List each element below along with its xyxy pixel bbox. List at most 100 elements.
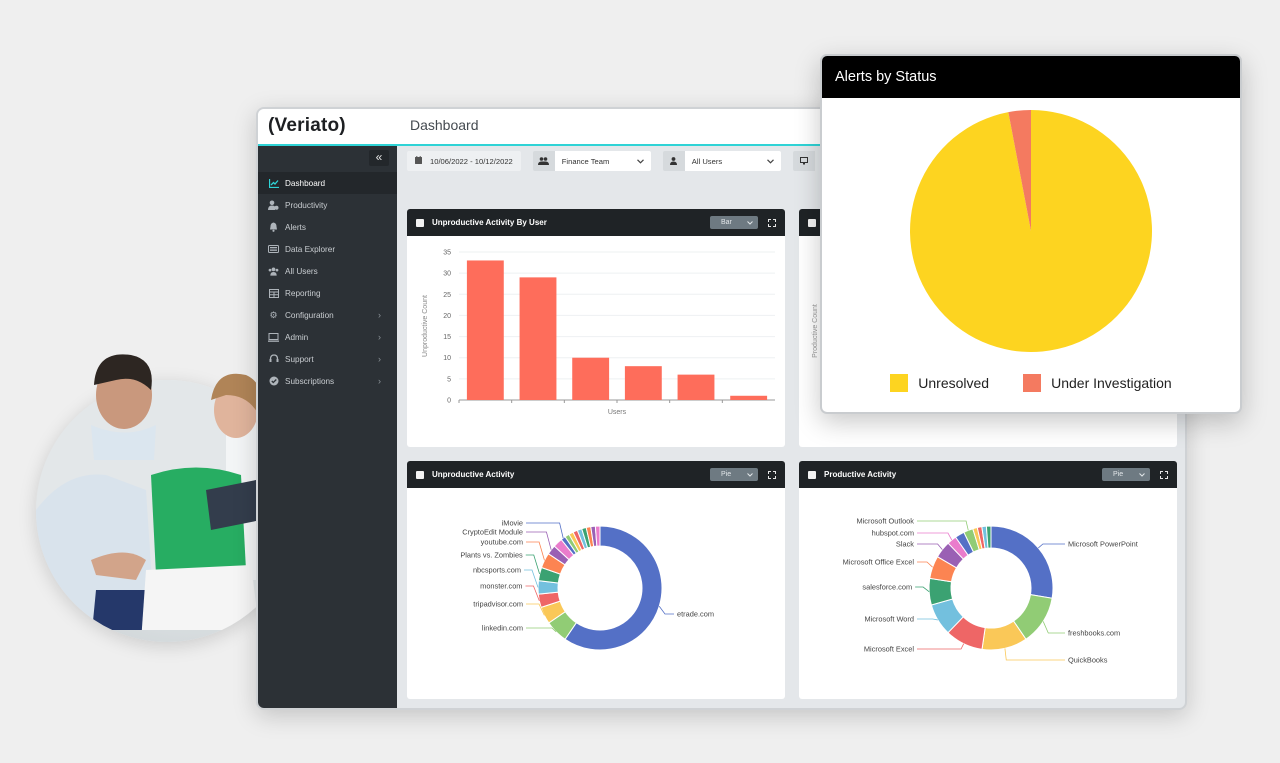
label-leader-line xyxy=(1042,621,1065,634)
y-axis-label: Unproductive Count xyxy=(422,295,429,357)
label-leader-line xyxy=(526,541,545,561)
sidebar-item-label: Reporting xyxy=(285,288,321,298)
expand-icon[interactable] xyxy=(1160,470,1168,479)
chevron-right-icon: › xyxy=(378,354,381,364)
bar[interactable] xyxy=(677,374,715,400)
sidebar-item-productivity[interactable]: Productivity xyxy=(258,194,397,216)
team-filter[interactable]: Finance Team xyxy=(532,151,651,171)
slice-label: CryptoEdit Module xyxy=(462,528,523,537)
sidebar-item-data-explorer[interactable]: Data Explorer xyxy=(258,238,397,260)
label-leader-line xyxy=(917,532,953,541)
sidebar-nav: Dashboard Productivity Alerts Data Explo… xyxy=(258,172,397,392)
slice-label: salesforce.com xyxy=(862,583,912,592)
chevron-down-icon xyxy=(1139,472,1145,477)
slice-label: monster.com xyxy=(480,582,522,591)
sidebar-item-label: Productivity xyxy=(285,200,328,210)
slice-label: Microsoft Excel xyxy=(864,645,914,654)
label-leader-line xyxy=(917,520,969,531)
card-title: Unproductive Activity By User xyxy=(432,218,547,227)
keyboard-icon xyxy=(268,244,279,255)
unproductive-activity-card: Unproductive Activity Pie linkedin.com tr… xyxy=(407,461,785,699)
sidebar-item-alerts[interactable]: Alerts xyxy=(258,216,397,238)
computer-filter[interactable] xyxy=(792,151,815,171)
sidebar-item-support[interactable]: Support › xyxy=(258,348,397,370)
label-leader-line xyxy=(1004,648,1065,661)
date-range-picker[interactable]: 10/06/2022 - 10/12/2022 xyxy=(407,151,521,171)
bar[interactable] xyxy=(519,277,557,400)
sidebar-item-subscriptions[interactable]: Subscriptions › xyxy=(258,370,397,392)
sidebar-item-configuration[interactable]: ⚙ Configuration › xyxy=(258,304,397,326)
people-illustration xyxy=(36,354,298,630)
chevron-right-icon: › xyxy=(378,332,381,342)
table-icon xyxy=(268,288,279,299)
card-checkbox[interactable] xyxy=(416,470,424,479)
pie-slice-under-investigation[interactable] xyxy=(1008,110,1031,231)
sidebar-item-admin[interactable]: Admin › xyxy=(258,326,397,348)
donut-slice[interactable] xyxy=(990,525,1054,599)
sidebar-item-label: All Users xyxy=(285,266,318,276)
expand-icon[interactable] xyxy=(768,218,776,227)
bar[interactable] xyxy=(624,366,662,400)
label-leader-line xyxy=(915,586,930,593)
card-header: Unproductive Activity By User Bar xyxy=(407,209,785,236)
expand-icon[interactable] xyxy=(768,470,776,479)
y-tick-label: 20 xyxy=(443,313,451,320)
sidebar-item-all-users[interactable]: All Users xyxy=(258,260,397,282)
y-tick-label: 15 xyxy=(443,334,451,341)
chart-line-icon xyxy=(268,178,279,189)
donut-slice[interactable] xyxy=(985,525,992,549)
sidebar-item-label: Support xyxy=(285,354,314,364)
x-axis-label: Users xyxy=(608,409,627,416)
unproductive-donut-chart: linkedin.com tripadvisor.com monster.com nb… xyxy=(460,519,714,651)
donut-slice[interactable] xyxy=(594,525,601,547)
slice-label: etrade.com xyxy=(677,610,714,619)
card-header: Productive Activity Pie xyxy=(799,461,1177,488)
productive-bar-chart: Productive Count xyxy=(812,304,819,358)
chart-type-select[interactable]: Pie xyxy=(710,468,758,481)
alerts-pie-chart xyxy=(910,110,1152,352)
user-icon xyxy=(662,151,685,171)
page-title: Dashboard xyxy=(410,117,479,133)
label-leader-line xyxy=(524,569,539,588)
calendar-icon xyxy=(415,156,422,166)
bar[interactable] xyxy=(730,395,768,400)
slice-label: Microsoft Word xyxy=(864,615,914,624)
card-checkbox[interactable] xyxy=(808,470,816,479)
sidebar-item-dashboard[interactable]: Dashboard xyxy=(258,172,397,194)
donut-slice[interactable] xyxy=(564,525,663,651)
card-title: Unproductive Activity xyxy=(432,470,515,479)
users-icon xyxy=(532,151,555,171)
label-leader-line xyxy=(526,531,552,550)
slice-label: Slack xyxy=(896,540,914,549)
chart-type-value: Bar xyxy=(721,219,732,226)
user-filter[interactable]: All Users xyxy=(662,151,781,171)
chevron-right-icon: › xyxy=(378,310,381,320)
filter-bar: 10/06/2022 - 10/12/2022 Finance Team All… xyxy=(407,151,815,171)
users-icon xyxy=(268,266,279,277)
veriato-logo[interactable]: (Veriato) xyxy=(268,115,346,136)
bar[interactable] xyxy=(466,260,504,400)
chart-type-select[interactable]: Bar xyxy=(710,216,758,229)
check-circle-icon xyxy=(268,376,279,387)
legend-label: Unresolved xyxy=(918,375,990,391)
alerts-by-status-card: Alerts by Status Unresolved Under Invest… xyxy=(820,54,1242,414)
slice-label: Microsoft Office Excel xyxy=(843,558,915,567)
collapse-sidebar-button[interactable]: « xyxy=(369,150,389,166)
label-leader-line xyxy=(526,627,557,633)
team-select[interactable]: Finance Team xyxy=(554,151,651,171)
slice-label: QuickBooks xyxy=(1068,656,1108,665)
user-select[interactable]: All Users xyxy=(684,151,781,171)
sidebar: « Dashboard Productivity Alerts Data Exp… xyxy=(258,146,397,708)
bar[interactable] xyxy=(572,357,610,400)
label-leader-line xyxy=(1038,543,1065,549)
legend-item-under-investigation[interactable]: Under Investigation xyxy=(1023,374,1172,392)
y-tick-label: 25 xyxy=(443,292,451,299)
card-checkbox[interactable] xyxy=(808,218,816,227)
chart-type-select[interactable]: Pie xyxy=(1102,468,1150,481)
y-axis-label: Productive Count xyxy=(812,304,819,358)
card-checkbox[interactable] xyxy=(416,218,424,227)
legend-item-unresolved[interactable]: Unresolved xyxy=(890,374,989,392)
chevron-down-icon xyxy=(766,157,774,166)
sidebar-item-reporting[interactable]: Reporting xyxy=(258,282,397,304)
slice-label: iMovie xyxy=(502,519,523,528)
